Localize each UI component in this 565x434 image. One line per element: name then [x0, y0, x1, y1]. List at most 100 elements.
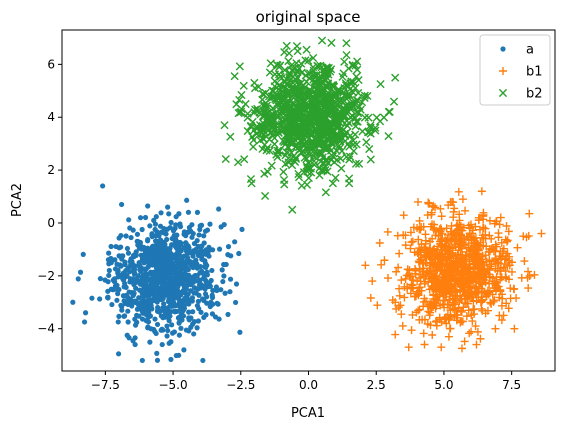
data-point — [258, 144, 267, 154]
data-point — [320, 69, 329, 78]
data-point — [421, 236, 430, 245]
data-point — [171, 280, 178, 287]
data-point — [403, 265, 412, 274]
data-point — [255, 120, 265, 130]
data-point — [437, 288, 446, 297]
data-point — [392, 267, 401, 276]
data-point — [288, 205, 297, 214]
legend-items: a b1 b2 — [498, 43, 543, 102]
data-point — [496, 213, 505, 222]
data-point — [361, 261, 370, 270]
data-point — [210, 287, 216, 294]
data-point — [201, 270, 207, 277]
data-point — [116, 286, 122, 293]
data-point — [445, 290, 454, 299]
data-point — [397, 310, 406, 319]
data-point — [334, 85, 343, 94]
data-point — [458, 317, 467, 326]
data-point — [166, 318, 172, 324]
data-point — [263, 118, 272, 127]
series-b1 — [361, 187, 546, 353]
data-point — [168, 356, 174, 363]
data-point — [467, 311, 476, 320]
data-point — [159, 341, 165, 348]
data-point — [365, 144, 374, 154]
legend-label: b1 — [526, 65, 543, 80]
data-point — [190, 264, 196, 270]
data-point — [300, 153, 309, 162]
data-point — [232, 299, 239, 306]
data-point — [196, 292, 202, 298]
data-point — [235, 95, 244, 105]
data-point — [491, 246, 500, 255]
data-point — [537, 229, 546, 238]
data-point — [364, 113, 373, 122]
data-point — [289, 86, 298, 95]
data-point — [106, 250, 112, 256]
data-point — [215, 301, 221, 307]
y-tick-label: 4 — [47, 110, 55, 124]
data-point — [458, 195, 467, 204]
data-point — [198, 309, 204, 315]
data-point — [203, 251, 209, 257]
data-point — [450, 240, 459, 249]
data-point — [329, 126, 338, 135]
data-point — [116, 313, 122, 319]
data-point — [339, 88, 348, 97]
data-point — [243, 126, 252, 136]
data-point — [391, 330, 400, 339]
data-point — [454, 225, 463, 234]
data-point — [130, 292, 136, 299]
data-point — [401, 241, 410, 250]
data-point — [273, 146, 282, 155]
data-point — [449, 252, 458, 261]
data-point — [97, 276, 103, 282]
data-point — [293, 47, 302, 56]
data-point — [240, 155, 249, 164]
data-point — [171, 329, 178, 335]
data-point — [196, 277, 202, 283]
data-point — [459, 303, 468, 312]
data-point — [143, 284, 149, 291]
data-point — [345, 179, 354, 188]
legend-label: b2 — [526, 87, 543, 102]
data-point — [417, 240, 426, 249]
data-point — [472, 282, 481, 291]
data-point — [465, 229, 474, 238]
data-point — [161, 276, 167, 282]
data-point — [272, 60, 281, 69]
data-point — [469, 245, 478, 254]
data-point — [366, 121, 375, 130]
data-point — [80, 251, 86, 257]
data-point — [189, 234, 195, 240]
data-point — [449, 294, 458, 303]
data-point — [185, 209, 192, 215]
data-point — [249, 135, 258, 145]
data-point — [318, 86, 327, 95]
data-point — [420, 279, 429, 288]
data-point — [154, 350, 160, 356]
data-point — [415, 265, 424, 274]
data-point — [207, 246, 214, 253]
data-point — [478, 280, 487, 289]
data-point — [162, 241, 168, 247]
data-point — [296, 115, 305, 124]
data-point — [375, 238, 384, 247]
data-point — [280, 48, 289, 57]
data-point — [391, 298, 400, 307]
y-axis-label: PCA2 — [10, 183, 25, 217]
data-point — [100, 183, 106, 189]
data-point — [488, 277, 497, 286]
data-point — [172, 308, 178, 314]
data-point — [464, 221, 473, 230]
data-point — [280, 125, 289, 134]
data-point — [342, 39, 351, 48]
data-point — [147, 223, 153, 229]
data-point — [132, 298, 138, 304]
data-point — [475, 225, 484, 234]
data-point — [504, 227, 513, 236]
data-point — [140, 255, 146, 261]
data-point — [195, 298, 202, 304]
data-point — [468, 293, 477, 302]
data-point — [460, 290, 469, 299]
